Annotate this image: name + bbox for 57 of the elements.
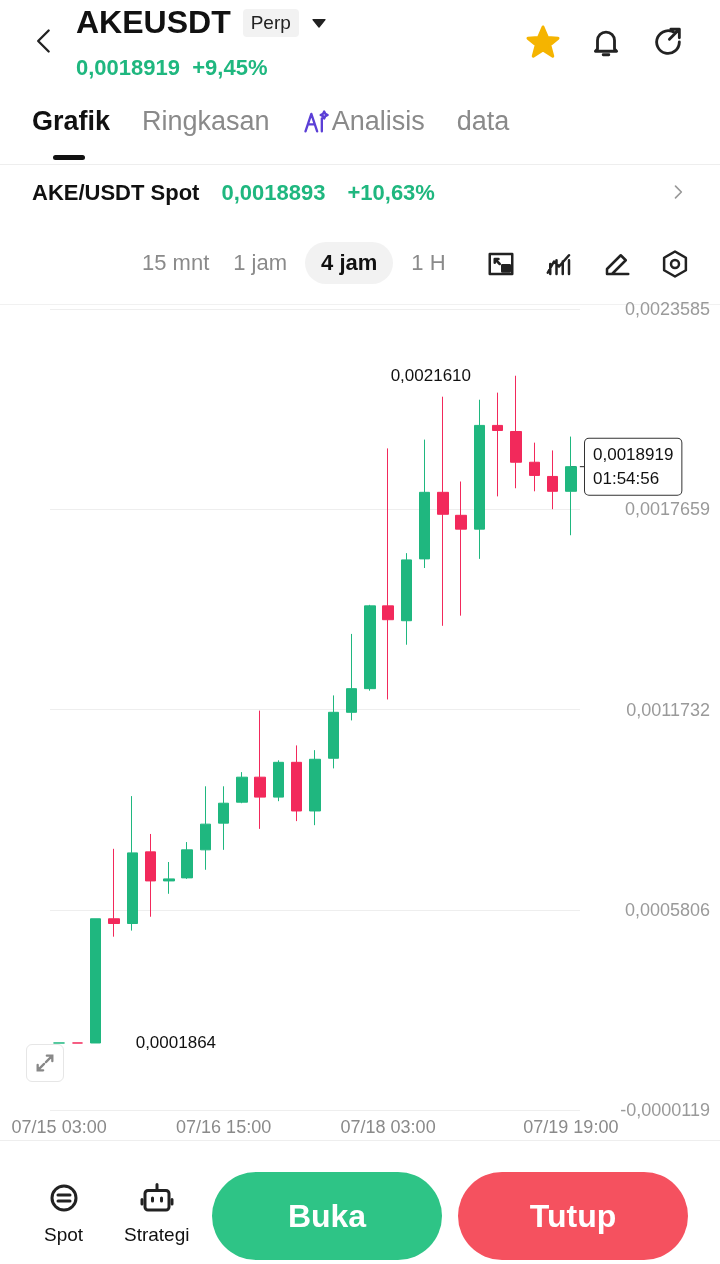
candlestick [547, 449, 558, 510]
candlestick [364, 604, 376, 692]
x-tick-label: 07/15 03:00 [11, 1117, 107, 1137]
candlestick [273, 759, 284, 802]
candlestick [145, 833, 156, 918]
text: Ringkasan [142, 106, 270, 137]
candlestick [108, 848, 120, 938]
candlestick [510, 375, 522, 489]
text: +10,63% [347, 180, 435, 206]
candlestick [200, 785, 211, 871]
candlestick [163, 861, 175, 895]
x-tick-label: 07/19 19:00 [523, 1117, 619, 1137]
text: Tutup [458, 1172, 688, 1260]
candlestick [236, 771, 248, 804]
annotation: 0,0021610 [390, 366, 472, 386]
candlestick [382, 447, 394, 700]
chart-subtitle: 0,0018919 +9,45% [76, 55, 268, 81]
text: 0,0018893 [221, 180, 326, 206]
chart-title: AKEUSDT [76, 4, 231, 41]
text: Perp [242, 8, 299, 37]
ref-line-label: 0,0018919 01:54:56 [593, 445, 674, 489]
candlestick [309, 749, 321, 826]
annotation: 0,0001864 [135, 1033, 217, 1053]
y-tick-label: 0,0017659 [624, 499, 710, 520]
x-tick-label: 07/18 03:00 [340, 1117, 436, 1137]
text: 15 mnt [142, 250, 210, 276]
y-tick-label: 0,0011732 [626, 699, 710, 720]
candlestick [181, 841, 193, 880]
candlestick [437, 396, 449, 627]
text: Strategi [124, 1224, 190, 1246]
candlestick [328, 694, 339, 769]
text: data [456, 106, 510, 137]
text: Buka [212, 1172, 442, 1260]
candlestick [492, 392, 503, 497]
candlestick [401, 552, 412, 646]
candlestick [474, 399, 485, 560]
y-tick-label: -0,0000119 [620, 1100, 710, 1120]
candlestick [218, 785, 229, 851]
candlestick [565, 436, 577, 536]
y-tick-label: 0,0005806 [624, 899, 710, 920]
candlestick [291, 744, 302, 822]
y-tick-label: 0,0023585 [624, 299, 710, 319]
x-tick-label: 07/16 15:00 [176, 1117, 272, 1137]
candlestick [127, 795, 138, 932]
text: Grafik [32, 106, 111, 137]
candlestick [419, 439, 430, 569]
text: Spot [44, 1224, 84, 1246]
candlestick [455, 481, 467, 617]
text: 4 jam [305, 242, 394, 284]
candlestick [254, 710, 266, 830]
text: 1 jam [233, 250, 288, 276]
text: 1 H [411, 250, 446, 276]
text: Analisis [331, 106, 425, 137]
candlestick [346, 633, 357, 721]
text: AKE/USDT Spot [32, 180, 200, 206]
candlestick [90, 918, 101, 1044]
candlestick [529, 442, 540, 492]
